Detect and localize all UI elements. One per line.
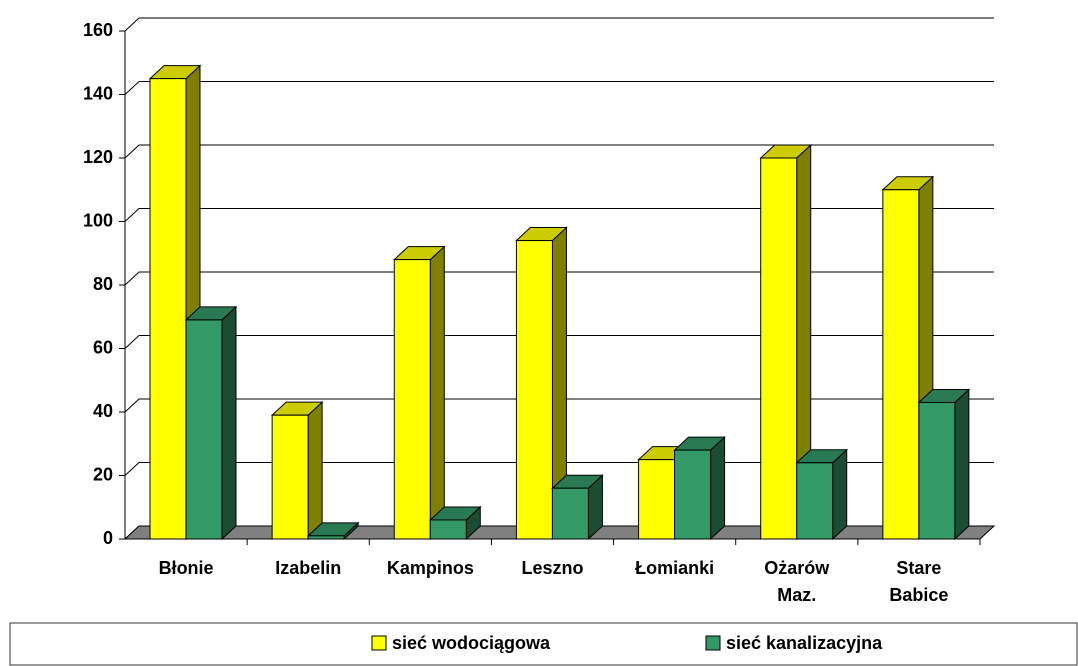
bar: [429, 519, 467, 540]
x-tick-label: Błonie: [159, 558, 214, 578]
y-tick-label: 80: [93, 274, 113, 294]
bar: [674, 449, 712, 540]
legend-swatch: [371, 635, 387, 651]
grid-line: [124, 271, 994, 286]
grid-line: [124, 208, 994, 222]
legend-box: [9, 622, 1078, 666]
grid-line: [124, 17, 994, 32]
bar: [918, 401, 956, 540]
legend-swatch: [705, 635, 721, 651]
grid-line: [124, 335, 994, 349]
bar: [393, 259, 431, 540]
y-tick-label: 140: [83, 83, 113, 103]
y-tick-label: 60: [93, 337, 113, 357]
legend-label: sieć wodociągowa: [392, 633, 551, 653]
bar-side: [954, 388, 970, 541]
legend-label: sieć kanalizacyjna: [726, 633, 883, 653]
bar-side: [710, 435, 726, 541]
y-tick-label: 120: [83, 147, 113, 167]
x-tick-label: Izabelin: [275, 558, 341, 578]
y-tick-label: 100: [83, 210, 113, 230]
grid-line: [124, 81, 994, 95]
bar-side: [832, 448, 848, 541]
bar: [882, 189, 920, 540]
bar: [515, 240, 553, 540]
bar: [185, 319, 223, 540]
bar: [796, 462, 834, 540]
y-tick-label: 20: [93, 464, 113, 484]
x-tick-label: Ożarów Maz.: [764, 558, 830, 605]
grid-line: [124, 144, 994, 159]
x-tick-label: Łomianki: [635, 558, 714, 578]
x-tick-label: Stare Babice: [889, 558, 948, 605]
x-tick-label: Leszno: [521, 558, 583, 578]
y-tick-label: 0: [103, 528, 113, 548]
x-tick-label: Kampinos: [387, 558, 474, 578]
bar: [760, 157, 798, 540]
bar: [271, 414, 309, 540]
bar: [149, 78, 187, 540]
bar: [638, 459, 676, 540]
bar-side: [221, 305, 237, 541]
bar-side: [429, 245, 445, 541]
bar: [307, 535, 345, 540]
grid-line: [124, 398, 994, 413]
bar-side: [307, 401, 323, 541]
y-tick-label: 40: [93, 401, 113, 421]
bar: [551, 487, 589, 540]
y-tick-label: 160: [83, 20, 113, 40]
